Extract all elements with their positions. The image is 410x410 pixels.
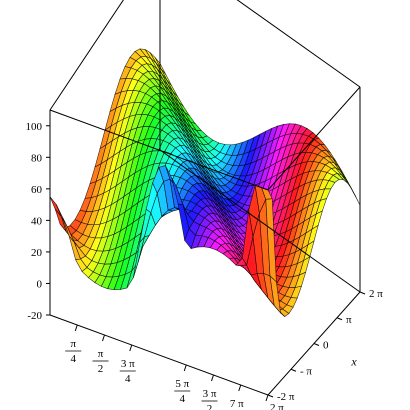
y-tick-label: 3 π bbox=[203, 388, 217, 400]
z-tick-label: 60 bbox=[31, 184, 43, 196]
y-tick bbox=[129, 344, 133, 352]
y-tick bbox=[74, 324, 78, 332]
box-edge bbox=[49, 109, 269, 191]
box-edge bbox=[267, 86, 361, 191]
x-tick-label: 2 π bbox=[369, 288, 383, 300]
y-tick bbox=[238, 384, 242, 392]
y-tick-label: π bbox=[98, 348, 104, 360]
x-tick bbox=[267, 394, 274, 398]
x-tick-label: - π bbox=[300, 365, 312, 377]
y-tick-label: 7 π bbox=[230, 398, 244, 410]
box-edge bbox=[236, 0, 361, 88]
y-tick-label: 4 bbox=[180, 393, 186, 405]
z-tick-label: 0 bbox=[37, 278, 43, 290]
bounding-box bbox=[49, 0, 361, 396]
z-tick-label: 40 bbox=[31, 215, 43, 227]
x-tick-label: 0 bbox=[323, 340, 329, 352]
box-edge bbox=[49, 314, 269, 396]
y-tick-label: 2 bbox=[98, 363, 104, 375]
surface-patch bbox=[54, 208, 67, 232]
x-tick bbox=[336, 317, 343, 321]
box-edge bbox=[49, 0, 124, 111]
axes-layer: -20 0 20 40 60 80 100 -2 π - π 0 π 2 π x π 4 π 2 3 π 4 5 π 4… bbox=[26, 121, 384, 410]
z-tick-label: -20 bbox=[27, 310, 42, 322]
box-edge bbox=[159, 149, 361, 293]
surface-patch bbox=[49, 196, 62, 217]
z-tick-label: 100 bbox=[26, 121, 43, 133]
y-tick-label: 5 π bbox=[175, 378, 189, 390]
y-tick-label: 4 bbox=[71, 353, 77, 365]
x-tick bbox=[290, 368, 297, 372]
y-tick-label: 3 π bbox=[121, 358, 135, 370]
x-tick bbox=[359, 291, 366, 295]
x-axis-label: x bbox=[350, 355, 357, 369]
y-tick-label: 2 bbox=[207, 403, 213, 410]
x-tick-label: π bbox=[346, 314, 352, 326]
y-tick-label: 2 π bbox=[270, 402, 284, 410]
y-tick bbox=[265, 394, 269, 402]
z-tick-label: 20 bbox=[31, 247, 43, 259]
y-tick bbox=[183, 364, 187, 372]
y-tick bbox=[102, 334, 105, 342]
y-tick-label: 4 bbox=[125, 373, 131, 385]
surface-layer bbox=[49, 48, 361, 318]
y-tick-label: π bbox=[70, 338, 76, 350]
y-tick bbox=[211, 374, 214, 382]
x-tick bbox=[313, 343, 320, 346]
z-tick-label: 80 bbox=[31, 152, 43, 164]
x-tick-label: -2 π bbox=[277, 391, 295, 403]
